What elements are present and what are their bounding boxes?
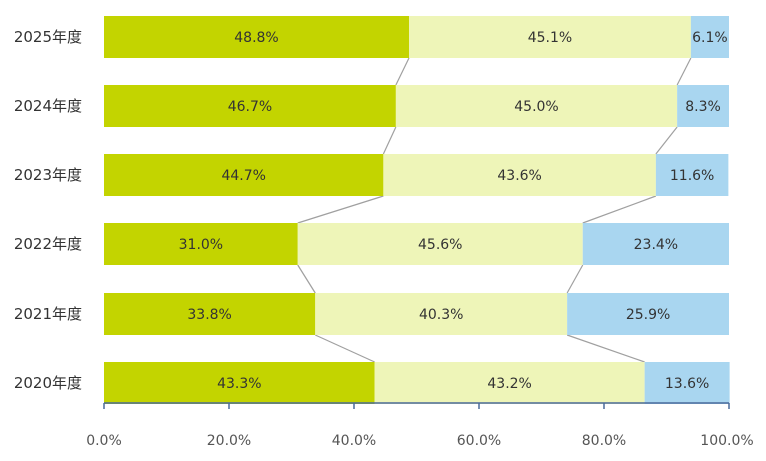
data-label: 8.3% [685, 99, 721, 115]
series-connector-line [297, 264, 316, 294]
bar-segment [644, 362, 730, 404]
x-tick-label: 80.0% [582, 433, 626, 449]
bar-segment [690, 16, 729, 58]
data-label: 11.6% [670, 168, 714, 184]
data-label: 23.4% [634, 237, 678, 253]
series-connector-line [315, 334, 375, 363]
series-connector-line [655, 126, 678, 155]
bar-segment [104, 362, 375, 404]
series-connector-line [382, 126, 397, 155]
bar-segment [383, 154, 656, 196]
bar-segment [374, 362, 645, 404]
x-tick-label: 0.0% [86, 433, 122, 449]
bar-segment [297, 223, 583, 265]
data-label: 45.6% [418, 237, 462, 253]
data-label: 45.0% [514, 99, 558, 115]
category-label: 2024年度 [14, 97, 82, 115]
data-label: 46.7% [228, 99, 272, 115]
x-tick-label: 40.0% [332, 433, 376, 449]
series-connector-line [297, 195, 384, 224]
data-label: 33.8% [187, 307, 231, 323]
bar-segment [409, 16, 691, 58]
category-label: 2020年度 [14, 374, 82, 392]
category-label: 2022年度 [14, 235, 82, 253]
bar-segment [567, 293, 729, 335]
data-label: 43.2% [487, 376, 531, 392]
data-label: 31.0% [179, 237, 223, 253]
bar-segment [104, 85, 396, 127]
data-label: 13.6% [665, 376, 709, 392]
category-label: 2025年度 [14, 28, 82, 46]
data-label: 48.8% [234, 30, 278, 46]
series-connector-line [566, 264, 584, 294]
bar-segment [677, 85, 729, 127]
data-label: 40.3% [419, 307, 463, 323]
bar-segment [655, 154, 729, 196]
bar-segment [104, 223, 298, 265]
x-tick-label: 20.0% [207, 433, 251, 449]
category-label: 2023年度 [14, 166, 82, 184]
series-connector-line [395, 57, 410, 86]
x-tick-label: 60.0% [457, 433, 501, 449]
bar-segment [582, 223, 729, 265]
data-label: 44.7% [221, 168, 265, 184]
data-label: 43.6% [497, 168, 541, 184]
bar-segment [104, 16, 409, 58]
series-connector-line [582, 195, 657, 224]
data-label: 6.1% [692, 30, 728, 46]
category-label: 2021年度 [14, 305, 82, 323]
data-label: 45.1% [528, 30, 572, 46]
bar-segment [104, 293, 316, 335]
x-tick-label: 100.0% [700, 433, 753, 449]
bar-segment [315, 293, 568, 335]
data-label: 25.9% [626, 307, 670, 323]
data-label: 43.3% [217, 376, 261, 392]
series-connector-line [676, 57, 692, 86]
series-connector-line [566, 334, 645, 363]
bar-segment [104, 154, 384, 196]
bar-segment [395, 85, 678, 127]
